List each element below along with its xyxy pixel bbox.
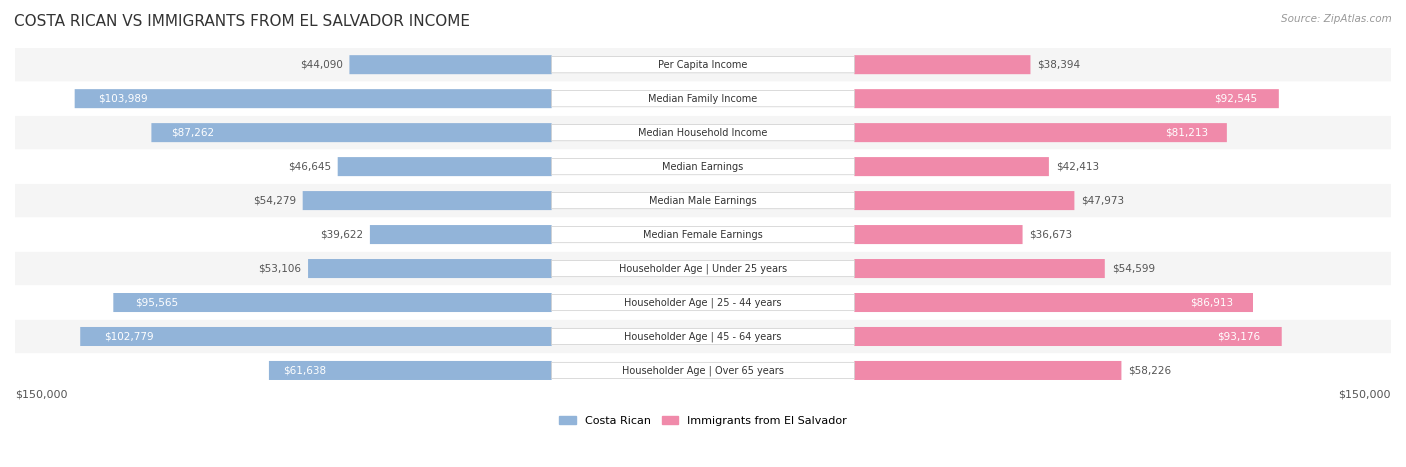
FancyBboxPatch shape [855, 55, 1031, 74]
Text: $58,226: $58,226 [1128, 366, 1171, 375]
Text: Median Household Income: Median Household Income [638, 127, 768, 138]
FancyBboxPatch shape [855, 327, 1282, 346]
FancyBboxPatch shape [551, 192, 855, 209]
Text: $86,913: $86,913 [1189, 297, 1233, 307]
Text: $42,413: $42,413 [1056, 162, 1099, 171]
Text: $150,000: $150,000 [15, 389, 67, 399]
FancyBboxPatch shape [350, 55, 551, 74]
FancyBboxPatch shape [551, 125, 855, 141]
Text: Householder Age | 25 - 44 years: Householder Age | 25 - 44 years [624, 297, 782, 308]
Text: $47,973: $47,973 [1081, 196, 1125, 205]
Text: $150,000: $150,000 [1339, 389, 1391, 399]
Text: Source: ZipAtlas.com: Source: ZipAtlas.com [1281, 14, 1392, 24]
Text: COSTA RICAN VS IMMIGRANTS FROM EL SALVADOR INCOME: COSTA RICAN VS IMMIGRANTS FROM EL SALVAD… [14, 14, 470, 29]
FancyBboxPatch shape [80, 327, 551, 346]
FancyBboxPatch shape [269, 361, 551, 380]
FancyBboxPatch shape [855, 157, 1049, 176]
FancyBboxPatch shape [15, 116, 1391, 149]
Text: $61,638: $61,638 [283, 366, 326, 375]
Text: $46,645: $46,645 [288, 162, 330, 171]
FancyBboxPatch shape [855, 123, 1227, 142]
Text: Median Male Earnings: Median Male Earnings [650, 196, 756, 205]
FancyBboxPatch shape [551, 362, 855, 379]
Text: $38,394: $38,394 [1038, 60, 1080, 70]
FancyBboxPatch shape [551, 91, 855, 107]
Text: $102,779: $102,779 [104, 332, 153, 341]
FancyBboxPatch shape [551, 328, 855, 345]
Text: $92,545: $92,545 [1215, 94, 1257, 104]
FancyBboxPatch shape [152, 123, 551, 142]
FancyBboxPatch shape [15, 320, 1391, 353]
FancyBboxPatch shape [15, 354, 1391, 387]
Legend: Costa Rican, Immigrants from El Salvador: Costa Rican, Immigrants from El Salvador [560, 416, 846, 426]
FancyBboxPatch shape [551, 261, 855, 276]
FancyBboxPatch shape [855, 89, 1279, 108]
FancyBboxPatch shape [855, 191, 1074, 210]
Text: Median Female Earnings: Median Female Earnings [643, 230, 763, 240]
FancyBboxPatch shape [114, 293, 551, 312]
FancyBboxPatch shape [551, 226, 855, 243]
FancyBboxPatch shape [551, 158, 855, 175]
FancyBboxPatch shape [551, 57, 855, 73]
FancyBboxPatch shape [370, 225, 551, 244]
Text: Householder Age | 45 - 64 years: Householder Age | 45 - 64 years [624, 331, 782, 342]
FancyBboxPatch shape [855, 361, 1122, 380]
Text: $54,599: $54,599 [1112, 263, 1154, 274]
FancyBboxPatch shape [15, 184, 1391, 217]
Text: $54,279: $54,279 [253, 196, 295, 205]
Text: $93,176: $93,176 [1218, 332, 1260, 341]
Text: $39,622: $39,622 [321, 230, 363, 240]
FancyBboxPatch shape [308, 259, 551, 278]
Text: Median Family Income: Median Family Income [648, 94, 758, 104]
FancyBboxPatch shape [855, 225, 1022, 244]
Text: $87,262: $87,262 [172, 127, 215, 138]
Text: Per Capita Income: Per Capita Income [658, 60, 748, 70]
FancyBboxPatch shape [551, 294, 855, 311]
FancyBboxPatch shape [15, 252, 1391, 285]
Text: $95,565: $95,565 [135, 297, 179, 307]
Text: Householder Age | Over 65 years: Householder Age | Over 65 years [621, 365, 785, 376]
FancyBboxPatch shape [15, 82, 1391, 115]
Text: $36,673: $36,673 [1029, 230, 1073, 240]
FancyBboxPatch shape [855, 293, 1253, 312]
Text: $53,106: $53,106 [259, 263, 301, 274]
FancyBboxPatch shape [302, 191, 551, 210]
FancyBboxPatch shape [337, 157, 551, 176]
FancyBboxPatch shape [15, 48, 1391, 81]
FancyBboxPatch shape [15, 286, 1391, 319]
FancyBboxPatch shape [15, 150, 1391, 183]
Text: $81,213: $81,213 [1166, 127, 1208, 138]
Text: $103,989: $103,989 [98, 94, 148, 104]
Text: Median Earnings: Median Earnings [662, 162, 744, 171]
Text: $44,090: $44,090 [299, 60, 343, 70]
FancyBboxPatch shape [855, 259, 1105, 278]
FancyBboxPatch shape [15, 218, 1391, 251]
FancyBboxPatch shape [75, 89, 551, 108]
Text: Householder Age | Under 25 years: Householder Age | Under 25 years [619, 263, 787, 274]
